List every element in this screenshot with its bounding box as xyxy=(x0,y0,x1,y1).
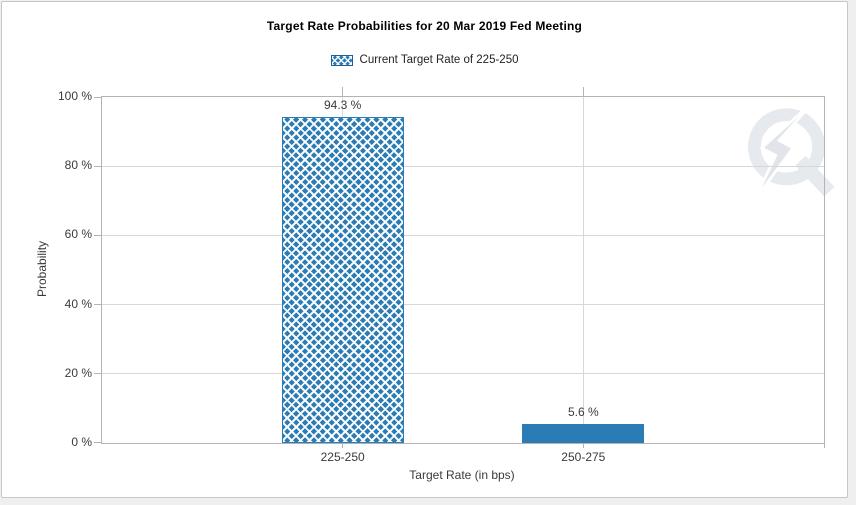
x-axis-tick-top xyxy=(342,87,344,97)
bar xyxy=(522,423,645,443)
bar-value-label: 94.3 % xyxy=(323,97,362,112)
y-axis-tick xyxy=(94,373,102,375)
plot-area: 94.3 % 225-250 5.6 % 250-275 xyxy=(94,87,825,464)
y-axis-tick xyxy=(94,97,102,98)
y-tick-label: 100 % xyxy=(57,89,92,103)
gridline-horizontal xyxy=(102,304,824,306)
legend: Current Target Rate of 225-250 xyxy=(2,53,847,67)
y-tick-label: 80 % xyxy=(64,158,92,173)
gridline-horizontal xyxy=(102,373,824,375)
chart-card: Target Rate Probabilities for 20 Mar 201… xyxy=(1,1,848,498)
y-axis-tick xyxy=(94,234,102,236)
x-axis-title: Target Rate (in bps) xyxy=(409,468,515,482)
y-tick-label: 0 % xyxy=(71,435,92,449)
x-axis-tick-bottom xyxy=(823,443,825,448)
y-tick-label: 20 % xyxy=(64,365,92,380)
gridline-horizontal xyxy=(102,234,824,236)
bar xyxy=(281,116,404,443)
y-axis-tick xyxy=(94,442,102,443)
x-axis-tick-top xyxy=(582,87,584,97)
gridline-vertical xyxy=(582,97,584,443)
x-tick-label: 250-275 xyxy=(561,450,606,464)
legend-crosshatch-swatch-icon xyxy=(330,54,353,66)
chart-title: Target Rate Probabilities for 20 Mar 201… xyxy=(266,19,583,33)
x-tick-label: 225-250 xyxy=(320,450,365,464)
legend-label: Current Target Rate of 225-250 xyxy=(359,54,519,66)
y-axis-tick xyxy=(94,165,102,167)
y-axis-title: Probability xyxy=(35,240,49,298)
gridline-horizontal xyxy=(102,165,824,167)
y-tick-label: 40 % xyxy=(64,296,92,311)
y-tick-label: 60 % xyxy=(64,227,92,242)
bar-value-label: 5.6 % xyxy=(567,404,599,419)
x-axis-tick-bottom xyxy=(582,443,584,448)
x-axis-tick-bottom xyxy=(342,443,344,448)
y-axis-tick xyxy=(94,304,102,306)
